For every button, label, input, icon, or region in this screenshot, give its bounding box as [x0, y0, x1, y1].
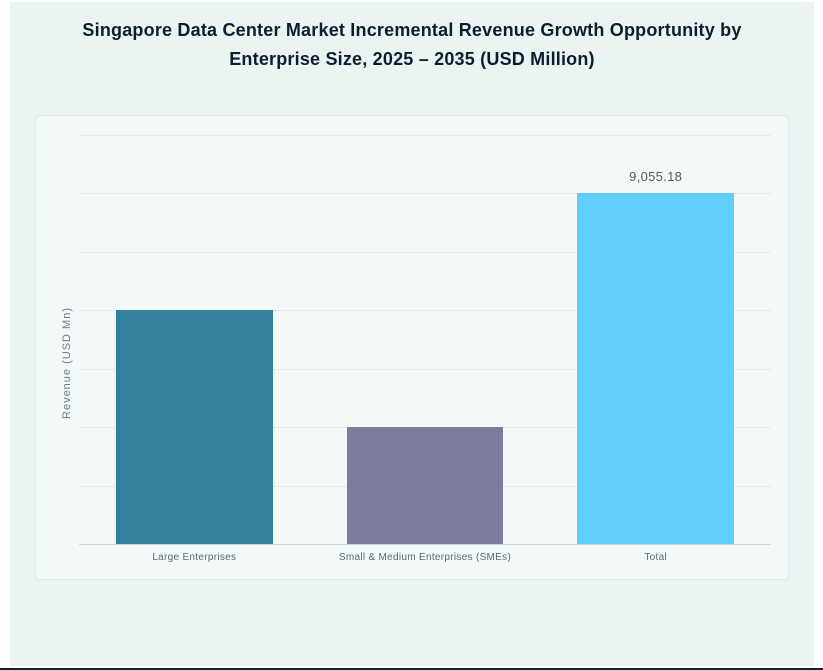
- gridline: [79, 251, 771, 253]
- chart-title: Singapore Data Center Market Incremental…: [27, 2, 797, 74]
- bar-value-label: 9,055.18: [629, 169, 683, 185]
- x-axis-labels: Large Enterprises Small & Medium Enterpri…: [79, 552, 771, 563]
- gridline: [79, 135, 771, 136]
- chart-title-line2: Enterprise Size, 2025 – 2035 (USD Millio…: [229, 48, 595, 69]
- x-category-label: Total: [644, 552, 667, 563]
- bars-row: 9,055.18: [79, 116, 771, 544]
- bar-slot: 9,055.18: [540, 116, 771, 544]
- bar-slot: [79, 116, 310, 544]
- y-axis-title: Revenue (USD Mn): [61, 307, 73, 419]
- chart-page: Singapore Data Center Market Incremental…: [10, 2, 814, 666]
- bar-slot: [310, 116, 541, 544]
- gridline: [79, 193, 771, 195]
- bar-total: [577, 193, 735, 544]
- chart-title-line1: Singapore Data Center Market Incremental…: [82, 20, 742, 40]
- x-category-label: Small & Medium Enterprises (SMEs): [338, 552, 512, 563]
- bottom-edge-divider: [0, 668, 823, 670]
- x-category-label: Large Enterprises: [152, 552, 237, 563]
- x-axis-line: [79, 544, 771, 545]
- gridline: [79, 368, 771, 370]
- bar-small-medium-enterprises-smes: [346, 427, 504, 544]
- plot-area: 9,055.18: [79, 116, 771, 545]
- chart-panel: Revenue (USD Mn) 9,055.18 Large Enterpri…: [35, 115, 789, 580]
- gridline: [79, 310, 771, 312]
- bar-large-enterprises: [115, 310, 273, 544]
